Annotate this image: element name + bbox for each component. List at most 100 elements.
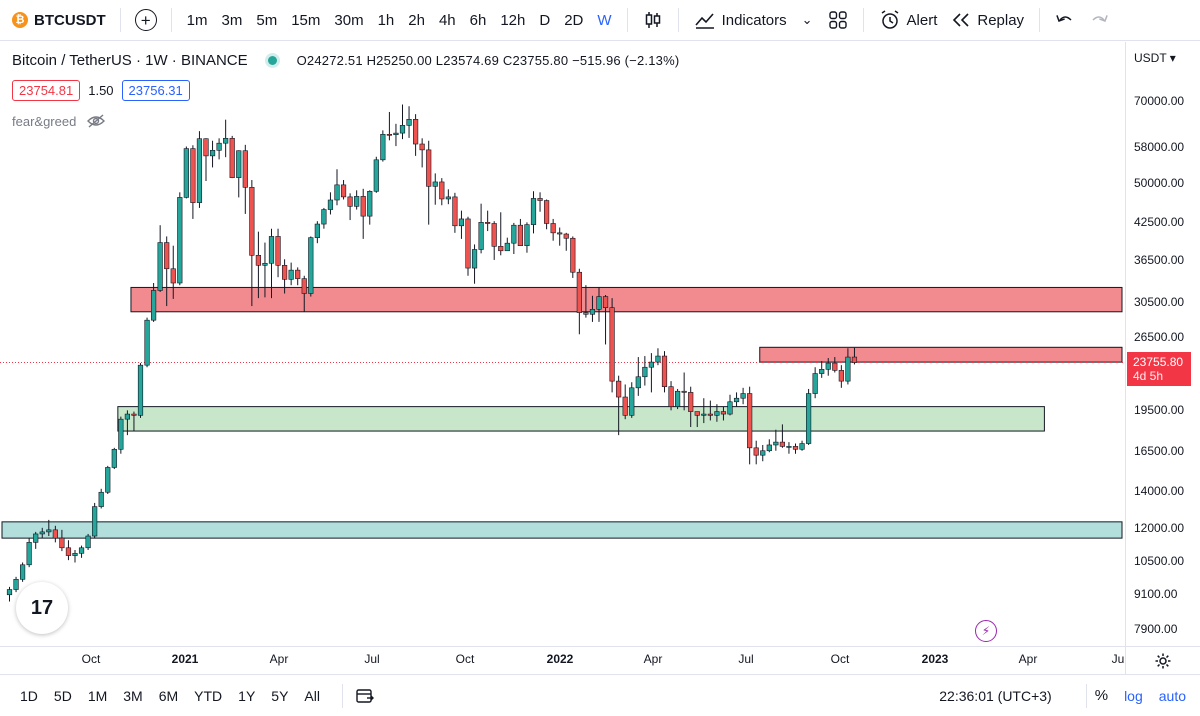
price-tick-label: 50000.00 bbox=[1134, 176, 1185, 190]
price-tick-label: 19500.00 bbox=[1134, 403, 1185, 417]
candle-body bbox=[92, 506, 98, 537]
candle-body bbox=[249, 187, 255, 256]
tradingview-logo[interactable]: 17 bbox=[16, 582, 68, 634]
candle-body bbox=[78, 547, 85, 554]
interval-6h[interactable]: 6h bbox=[469, 11, 487, 29]
interval-d[interactable]: D bbox=[539, 11, 551, 29]
chart-settings-button[interactable] bbox=[1125, 646, 1200, 674]
interval-15m[interactable]: 15m bbox=[291, 11, 321, 29]
range-6m[interactable]: 6M bbox=[158, 687, 179, 704]
candle-body bbox=[452, 196, 458, 227]
chevron-down-icon[interactable]: ⌄ bbox=[801, 12, 813, 27]
buy-price-button[interactable]: 23756.31 bbox=[121, 80, 190, 101]
auto-scale-toggle[interactable]: auto bbox=[1158, 687, 1186, 704]
candle-body bbox=[511, 224, 517, 244]
candle-body bbox=[773, 441, 779, 446]
candle-body bbox=[668, 386, 674, 407]
interval-1m[interactable]: 1m bbox=[186, 11, 208, 29]
range-1d[interactable]: 1D bbox=[20, 687, 38, 704]
range-all[interactable]: All bbox=[304, 687, 320, 704]
interval-5m[interactable]: 5m bbox=[256, 11, 278, 29]
candle-body bbox=[360, 196, 366, 217]
range-5y[interactable]: 5Y bbox=[271, 687, 289, 704]
candle-body bbox=[393, 132, 399, 136]
replay-label: Replay bbox=[977, 11, 1025, 29]
indicator-legend: fear&greed bbox=[12, 113, 106, 129]
currency-selector[interactable]: USDT ▾ bbox=[1134, 51, 1176, 65]
candle-body bbox=[301, 278, 307, 294]
log-scale-toggle[interactable]: log bbox=[1124, 687, 1143, 704]
interval-3m[interactable]: 3m bbox=[221, 11, 243, 29]
layouts-button[interactable] bbox=[821, 10, 855, 30]
range-5d[interactable]: 5D bbox=[53, 687, 72, 704]
layout-grid-icon bbox=[828, 11, 847, 29]
candle-body bbox=[485, 222, 491, 224]
date-range-list: 1D 5D 1M 3M 6M YTD 1Y 5Y All bbox=[0, 688, 328, 704]
candle-body bbox=[530, 198, 537, 225]
range-3m[interactable]: 3M bbox=[123, 687, 143, 704]
price-tick-label: 30500.00 bbox=[1134, 295, 1185, 309]
range-1y[interactable]: 1Y bbox=[238, 687, 256, 704]
chart-pane[interactable] bbox=[0, 42, 1125, 646]
candle-body bbox=[327, 199, 334, 210]
candle-body bbox=[308, 237, 314, 294]
alert-button[interactable]: Alert bbox=[872, 9, 945, 31]
range-ytd[interactable]: YTD bbox=[194, 687, 223, 704]
goto-date-icon[interactable] bbox=[355, 687, 375, 705]
price-axis[interactable] bbox=[1125, 42, 1200, 646]
price-tick-label: 14000.00 bbox=[1134, 484, 1185, 498]
price-tick-label: 36500.00 bbox=[1134, 253, 1185, 267]
candle-body bbox=[157, 242, 163, 291]
divider bbox=[341, 683, 343, 708]
chart-legend: Bitcoin / TetherUS · 1W · BINANCE O24272… bbox=[12, 52, 679, 69]
indicators-icon bbox=[694, 13, 714, 29]
time-tick-label: Jul bbox=[738, 652, 754, 666]
interval-30m[interactable]: 30m bbox=[334, 11, 364, 29]
candle-body bbox=[432, 181, 438, 187]
interval-1h[interactable]: 1h bbox=[377, 11, 395, 29]
replay-button[interactable]: Replay bbox=[944, 11, 1031, 29]
candle-body bbox=[386, 134, 393, 136]
divider bbox=[626, 8, 628, 32]
indicator-name[interactable]: fear&greed bbox=[12, 113, 77, 129]
percent-scale-toggle[interactable]: % bbox=[1094, 687, 1109, 704]
symbol-search-button[interactable]: ₿ BTCUSDT bbox=[0, 12, 112, 29]
interval-2h[interactable]: 2h bbox=[408, 11, 425, 29]
sell-price-button[interactable]: 23754.81 bbox=[12, 80, 81, 101]
clock-timezone[interactable]: 22:36:01 (UTC+3) bbox=[939, 687, 1052, 704]
range-1m[interactable]: 1M bbox=[87, 687, 108, 704]
price-tick-label: 16500.00 bbox=[1134, 444, 1185, 458]
price-chart[interactable] bbox=[0, 42, 1125, 646]
indicators-label: Indicators bbox=[721, 11, 787, 29]
flash-icon[interactable]: ⚡ bbox=[975, 620, 997, 642]
currency-label: USDT bbox=[1134, 51, 1167, 65]
interval-2d[interactable]: 2D bbox=[564, 11, 584, 29]
price-tick-label: 7900.00 bbox=[1134, 622, 1178, 636]
candle-body bbox=[517, 224, 523, 246]
interval-12h[interactable]: 12h bbox=[500, 11, 526, 29]
time-tick-label: Jul bbox=[364, 652, 380, 666]
candle-body bbox=[583, 312, 589, 315]
time-tick-label: Oct bbox=[81, 652, 101, 666]
eye-hidden-icon[interactable] bbox=[86, 113, 106, 129]
candle-body bbox=[589, 309, 596, 315]
ohlc-values: O24272.51 H25250.00 L23574.69 C23755.80 … bbox=[296, 53, 680, 68]
bottom-toolbar: 1D 5D 1M 3M 6M YTD 1Y 5Y All 22:36:01 (UTC+3) % … bbox=[0, 674, 1200, 716]
redo-button[interactable] bbox=[1082, 11, 1116, 29]
time-axis[interactable] bbox=[0, 646, 1125, 674]
undo-button[interactable] bbox=[1048, 11, 1082, 29]
interval-w[interactable]: W bbox=[597, 11, 612, 29]
candle-body bbox=[596, 296, 602, 310]
chart-type-button[interactable] bbox=[636, 10, 670, 30]
candle-body bbox=[295, 269, 301, 279]
candle-body bbox=[851, 356, 858, 363]
bitcoin-icon: ₿ bbox=[12, 12, 28, 28]
interval-4h[interactable]: 4h bbox=[438, 11, 456, 29]
candle-body bbox=[504, 242, 510, 252]
compare-add-symbol-button[interactable]: + bbox=[134, 9, 157, 31]
chart-title[interactable]: Bitcoin / TetherUS · 1W · BINANCE bbox=[12, 52, 248, 69]
candle-body bbox=[766, 444, 772, 452]
candle-body bbox=[209, 149, 216, 157]
quote-panel: 23754.81 1.50 23756.31 bbox=[12, 80, 190, 101]
indicators-button[interactable]: Indicators bbox=[687, 10, 794, 30]
